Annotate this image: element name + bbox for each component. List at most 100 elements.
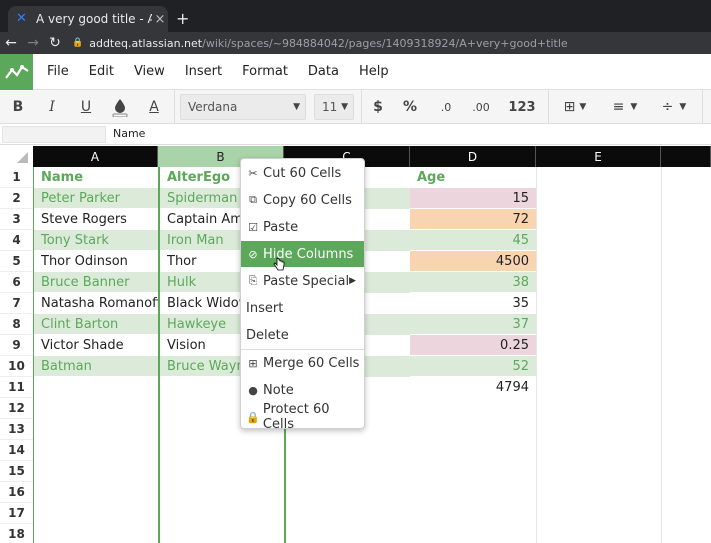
menu-help[interactable]: Help: [358, 64, 389, 79]
text-color-icon[interactable]: A: [149, 99, 159, 115]
select-all-corner[interactable]: [0, 146, 33, 167]
table-cell[interactable]: 52: [410, 356, 536, 377]
font-size-select[interactable]: 11 ▼: [314, 94, 354, 120]
table-cell[interactable]: Age: [410, 167, 536, 188]
menu-item-protect[interactable]: 🔒 Protect 60 Cells: [241, 402, 364, 432]
table-cell[interactable]: Natasha Romanoff: [34, 293, 158, 314]
row-header[interactable]: 17: [0, 503, 33, 524]
table-cell[interactable]: Hulk: [160, 272, 284, 293]
borders-icon[interactable]: ⊞ ▼: [563, 99, 587, 115]
row-header[interactable]: 10: [0, 356, 33, 377]
table-cell[interactable]: Batman: [34, 356, 158, 377]
row-header[interactable]: 6: [0, 272, 33, 293]
row-header[interactable]: 7: [0, 293, 33, 314]
column-header-d[interactable]: D: [410, 146, 536, 167]
row-header[interactable]: 12: [0, 398, 33, 419]
italic-button[interactable]: I: [49, 99, 55, 115]
row-header[interactable]: 9: [0, 335, 33, 356]
increase-decimal-button[interactable]: .00: [472, 100, 490, 114]
url-field[interactable]: 🔒 addteq.atlassian.net/wiki/spaces/~9848…: [72, 37, 568, 50]
table-cell[interactable]: Thor Odinson: [34, 251, 158, 272]
url-path: /wiki/spaces/~984884042/pages/1409318924…: [202, 36, 568, 50]
close-tab-icon[interactable]: ×: [154, 11, 166, 27]
table-cell[interactable]: 45: [410, 230, 536, 251]
column-header-f[interactable]: [661, 146, 711, 167]
table-cell[interactable]: Captain Ame: [160, 209, 284, 230]
row-header[interactable]: 14: [0, 440, 33, 461]
row-header[interactable]: 8: [0, 314, 33, 335]
forward-icon[interactable]: →: [27, 35, 39, 51]
font-family-value: Verdana: [188, 100, 238, 114]
formula-input[interactable]: Name: [113, 127, 146, 140]
table-cell[interactable]: Spiderman: [160, 188, 284, 209]
menu-item-delete[interactable]: Delete: [241, 322, 364, 348]
menu-item-insert[interactable]: Insert: [241, 295, 364, 321]
bold-button[interactable]: B: [12, 99, 24, 115]
menu-insert[interactable]: Insert: [184, 64, 223, 79]
table-cell[interactable]: 72: [410, 209, 536, 230]
menu-item-copy[interactable]: ⧉ Copy 60 Cells: [241, 187, 364, 213]
menu-item-cut[interactable]: ✂ Cut 60 Cells: [241, 160, 364, 186]
column-header-a[interactable]: A: [33, 146, 158, 167]
browser-tab[interactable]: ✕ A very good title - Adisa C ×: [8, 6, 168, 32]
menu-item-paste[interactable]: ☑ Paste: [241, 214, 364, 240]
table-cell[interactable]: Bruce Wayn: [160, 356, 284, 377]
number-format-button[interactable]: 123: [508, 99, 536, 115]
row-header[interactable]: 1: [0, 167, 33, 188]
menu-file[interactable]: File: [47, 64, 69, 79]
table-cell[interactable]: Steve Rogers: [34, 209, 158, 230]
currency-button[interactable]: $: [373, 99, 383, 115]
menu-item-label: Copy 60 Cells: [263, 192, 352, 208]
row-header[interactable]: 5: [0, 251, 33, 272]
menu-item-note[interactable]: ● Note: [241, 377, 364, 403]
column-a-border: [33, 167, 34, 543]
row-header[interactable]: 2: [0, 188, 33, 209]
table-cell[interactable]: Name: [34, 167, 158, 188]
menu-view[interactable]: View: [133, 64, 165, 79]
row-header[interactable]: 3: [0, 209, 33, 230]
table-cell[interactable]: Tony Stark: [34, 230, 158, 251]
percent-button[interactable]: %: [402, 99, 418, 115]
table-cell[interactable]: AlterEgo: [160, 167, 284, 188]
table-cell[interactable]: Thor: [160, 251, 284, 272]
new-tab-button[interactable]: +: [176, 9, 190, 28]
table-cell[interactable]: Peter Parker: [34, 188, 158, 209]
table-cell[interactable]: Hawkeye: [160, 314, 284, 335]
menu-item-paste-special[interactable]: ⎘ Paste Special ▶: [241, 268, 364, 294]
reload-icon[interactable]: ↻: [49, 35, 61, 51]
row-header[interactable]: 18: [0, 524, 33, 543]
row-header[interactable]: 11: [0, 377, 33, 398]
align-icon[interactable]: ≡ ▼: [612, 99, 638, 115]
underline-button[interactable]: U: [80, 99, 92, 115]
fill-color-icon[interactable]: [106, 90, 134, 124]
table-cell[interactable]: Vision: [160, 335, 284, 356]
menu-item-hide-columns[interactable]: ⊘ Hide Columns: [241, 241, 364, 267]
row-header[interactable]: 4: [0, 230, 33, 251]
table-cell[interactable]: 4500: [410, 251, 536, 272]
table-cell[interactable]: 38: [410, 272, 536, 293]
column-header-e[interactable]: E: [536, 146, 661, 167]
table-cell[interactable]: 35: [410, 293, 536, 314]
address-bar: ← → ↻ 🔒 addteq.atlassian.net/wiki/spaces…: [0, 32, 711, 54]
table-cell[interactable]: 4794: [410, 377, 536, 398]
name-box[interactable]: [2, 126, 106, 143]
table-cell[interactable]: Bruce Banner: [34, 272, 158, 293]
menu-data[interactable]: Data: [307, 64, 339, 79]
row-header[interactable]: 15: [0, 461, 33, 482]
menu-edit[interactable]: Edit: [88, 64, 114, 79]
back-icon[interactable]: ←: [5, 35, 17, 51]
menu-item-merge[interactable]: ⊞ Merge 60 Cells: [241, 350, 364, 376]
table-cell[interactable]: Clint Barton: [34, 314, 158, 335]
font-family-select[interactable]: Verdana ▼: [180, 94, 306, 120]
row-header[interactable]: 13: [0, 419, 33, 440]
decrease-decimal-button[interactable]: .0: [440, 100, 452, 114]
table-cell[interactable]: 0.25: [410, 335, 536, 356]
menu-format[interactable]: Format: [242, 64, 288, 79]
table-cell[interactable]: 15: [410, 188, 536, 209]
table-cell[interactable]: Victor Shade: [34, 335, 158, 356]
row-header[interactable]: 16: [0, 482, 33, 503]
table-cell[interactable]: 37: [410, 314, 536, 335]
table-cell[interactable]: Black Widow: [160, 293, 284, 314]
table-cell[interactable]: Iron Man: [160, 230, 284, 251]
valign-icon[interactable]: ÷ ▼: [661, 99, 687, 115]
